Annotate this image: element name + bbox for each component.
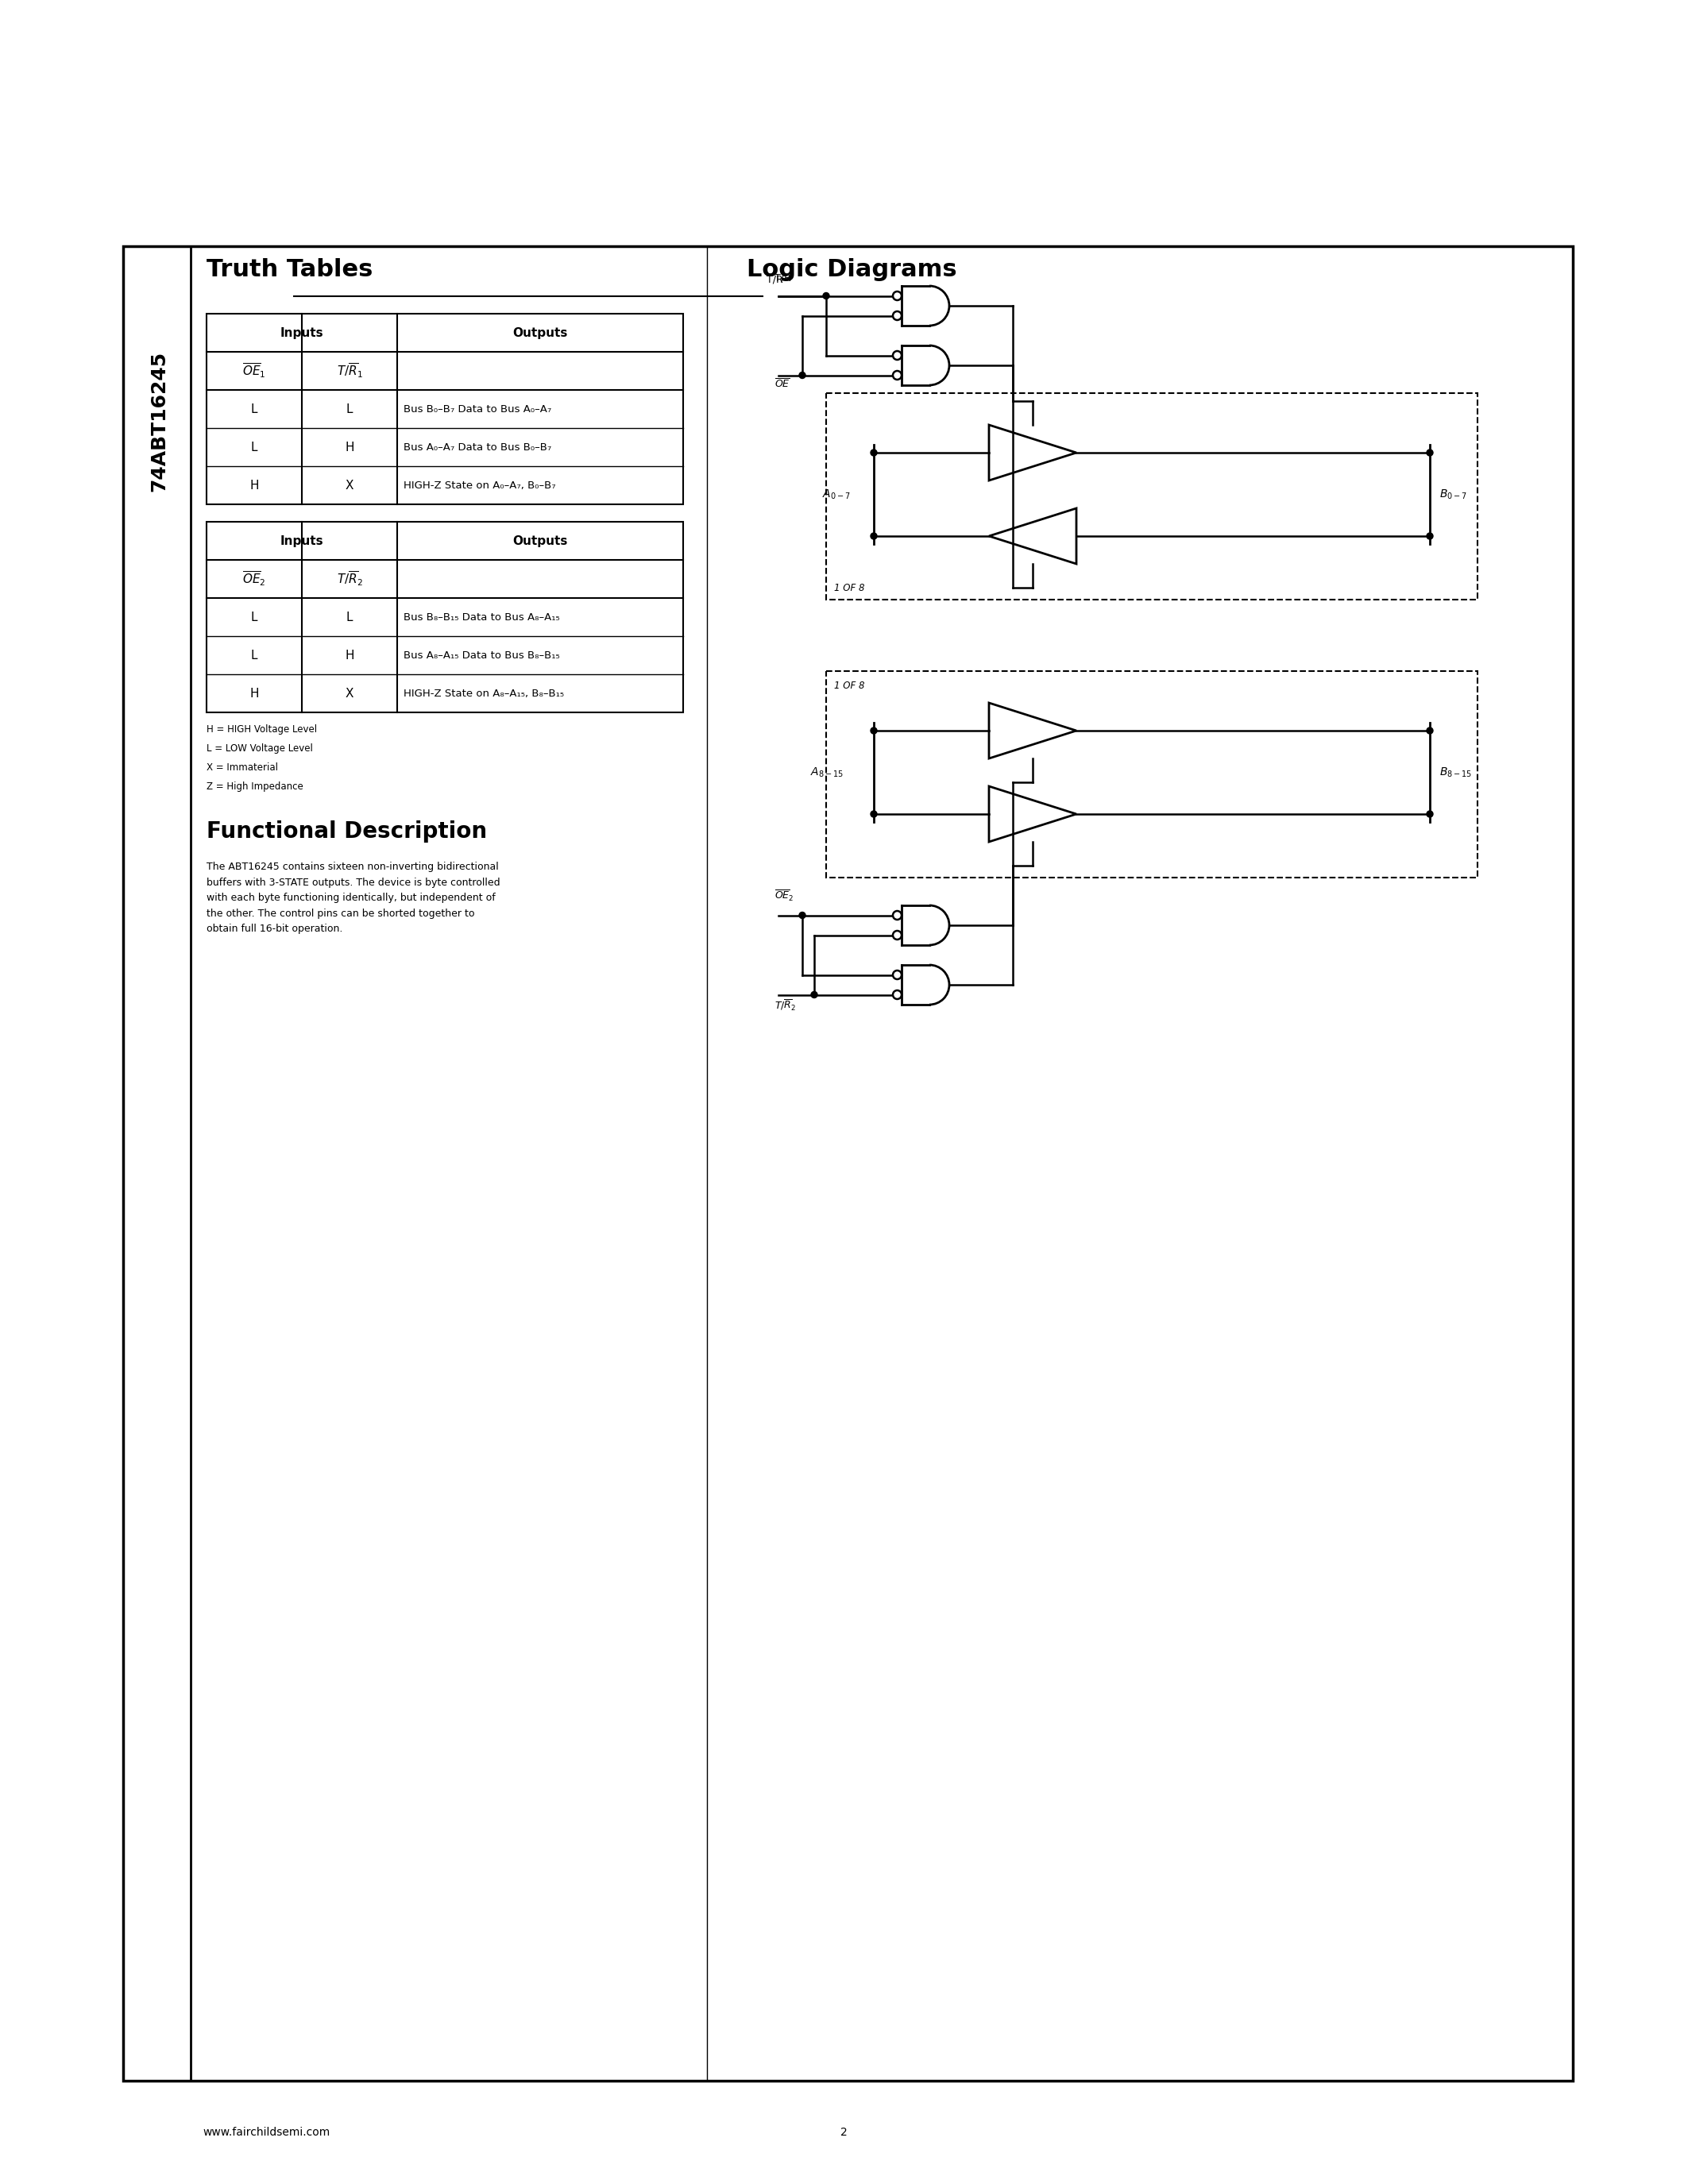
Text: X = Immaterial: X = Immaterial bbox=[206, 762, 279, 773]
Circle shape bbox=[871, 810, 878, 817]
Text: Z = High Impedance: Z = High Impedance bbox=[206, 782, 304, 793]
Circle shape bbox=[871, 727, 878, 734]
Text: L: L bbox=[252, 612, 258, 622]
Text: $A_{0-7}$: $A_{0-7}$ bbox=[822, 487, 851, 500]
Circle shape bbox=[798, 371, 805, 378]
Circle shape bbox=[871, 533, 878, 539]
Text: L: L bbox=[252, 441, 258, 452]
Bar bbox=[206, 314, 684, 505]
Circle shape bbox=[798, 913, 805, 919]
Bar bbox=[825, 670, 1477, 878]
Circle shape bbox=[1426, 450, 1433, 456]
Text: L: L bbox=[252, 649, 258, 662]
Circle shape bbox=[871, 450, 878, 456]
Bar bbox=[206, 522, 684, 712]
Circle shape bbox=[824, 293, 829, 299]
Text: Bus A₈–A₁₅ Data to Bus B₈–B₁₅: Bus A₈–A₁₅ Data to Bus B₈–B₁₅ bbox=[403, 651, 560, 660]
Text: 1 OF 8: 1 OF 8 bbox=[834, 681, 864, 690]
Text: H = HIGH Voltage Level: H = HIGH Voltage Level bbox=[206, 725, 317, 734]
Text: Inputs: Inputs bbox=[280, 535, 324, 546]
Text: Bus B₈–B₁₅ Data to Bus A₈–A₁₅: Bus B₈–B₁₅ Data to Bus A₈–A₁₅ bbox=[403, 612, 560, 622]
Text: H: H bbox=[250, 478, 258, 491]
Text: Logic Diagrams: Logic Diagrams bbox=[746, 258, 957, 282]
Text: www.fairchildsemi.com: www.fairchildsemi.com bbox=[203, 2127, 329, 2138]
Text: $T/\overline{R}_2$: $T/\overline{R}_2$ bbox=[336, 570, 363, 587]
Bar bbox=[825, 393, 1477, 601]
Text: X: X bbox=[346, 688, 354, 699]
Text: Bus B₀–B₇ Data to Bus A₀–A₇: Bus B₀–B₇ Data to Bus A₀–A₇ bbox=[403, 404, 552, 415]
Circle shape bbox=[893, 290, 901, 299]
Text: 2: 2 bbox=[841, 2127, 847, 2138]
Circle shape bbox=[893, 989, 901, 998]
Text: Outputs: Outputs bbox=[513, 535, 567, 546]
Text: $\overline{OE}_1$: $\overline{OE}_1$ bbox=[243, 363, 267, 380]
Circle shape bbox=[893, 371, 901, 380]
Text: H: H bbox=[344, 441, 354, 452]
Text: $\overline{OE}_2$: $\overline{OE}_2$ bbox=[775, 889, 793, 902]
Circle shape bbox=[1426, 533, 1433, 539]
Text: $A_{8-15}$: $A_{8-15}$ bbox=[810, 767, 844, 780]
Text: L: L bbox=[252, 404, 258, 415]
Text: $B_{0-7}$: $B_{0-7}$ bbox=[1440, 487, 1467, 500]
Text: $B_{8-15}$: $B_{8-15}$ bbox=[1440, 767, 1472, 780]
Polygon shape bbox=[989, 426, 1077, 480]
Text: T/R: T/R bbox=[766, 273, 783, 284]
Text: Bus A₀–A₇ Data to Bus B₀–B₇: Bus A₀–A₇ Data to Bus B₀–B₇ bbox=[403, 441, 552, 452]
Text: L: L bbox=[346, 612, 353, 622]
Bar bbox=[123, 247, 1573, 2081]
Text: $\overline{OE}_2$: $\overline{OE}_2$ bbox=[243, 570, 267, 587]
Text: T/R: T/R bbox=[775, 273, 792, 284]
Polygon shape bbox=[989, 509, 1077, 563]
Text: H: H bbox=[344, 649, 354, 662]
Text: Functional Description: Functional Description bbox=[206, 821, 488, 843]
Circle shape bbox=[893, 911, 901, 919]
Text: Inputs: Inputs bbox=[280, 328, 324, 339]
Text: 1 OF 8: 1 OF 8 bbox=[834, 583, 864, 594]
Text: X: X bbox=[346, 478, 354, 491]
Text: Truth Tables: Truth Tables bbox=[206, 258, 373, 282]
Text: L = LOW Voltage Level: L = LOW Voltage Level bbox=[206, 743, 312, 753]
Circle shape bbox=[893, 930, 901, 939]
Circle shape bbox=[810, 992, 817, 998]
Circle shape bbox=[1426, 727, 1433, 734]
Circle shape bbox=[893, 312, 901, 321]
Text: HIGH-Z State on A₀–A₇, B₀–B₇: HIGH-Z State on A₀–A₇, B₀–B₇ bbox=[403, 480, 555, 491]
Text: $T/\overline{R}_1$: $T/\overline{R}_1$ bbox=[336, 363, 363, 380]
Text: The ABT16245 contains sixteen non-inverting bidirectional
buffers with 3-STATE o: The ABT16245 contains sixteen non-invert… bbox=[206, 863, 500, 935]
Text: Outputs: Outputs bbox=[513, 328, 567, 339]
Text: L: L bbox=[346, 404, 353, 415]
Text: H: H bbox=[250, 688, 258, 699]
Polygon shape bbox=[989, 786, 1077, 841]
Circle shape bbox=[893, 352, 901, 360]
Text: $\overline{OE}$: $\overline{OE}$ bbox=[775, 378, 790, 391]
Text: 74ABT16245: 74ABT16245 bbox=[149, 352, 169, 491]
Circle shape bbox=[1426, 810, 1433, 817]
Text: $T/\overline{R}_2$: $T/\overline{R}_2$ bbox=[775, 998, 797, 1013]
Text: HIGH-Z State on A₈–A₁₅, B₈–B₁₅: HIGH-Z State on A₈–A₁₅, B₈–B₁₅ bbox=[403, 688, 564, 699]
Circle shape bbox=[893, 970, 901, 978]
Polygon shape bbox=[989, 703, 1077, 758]
